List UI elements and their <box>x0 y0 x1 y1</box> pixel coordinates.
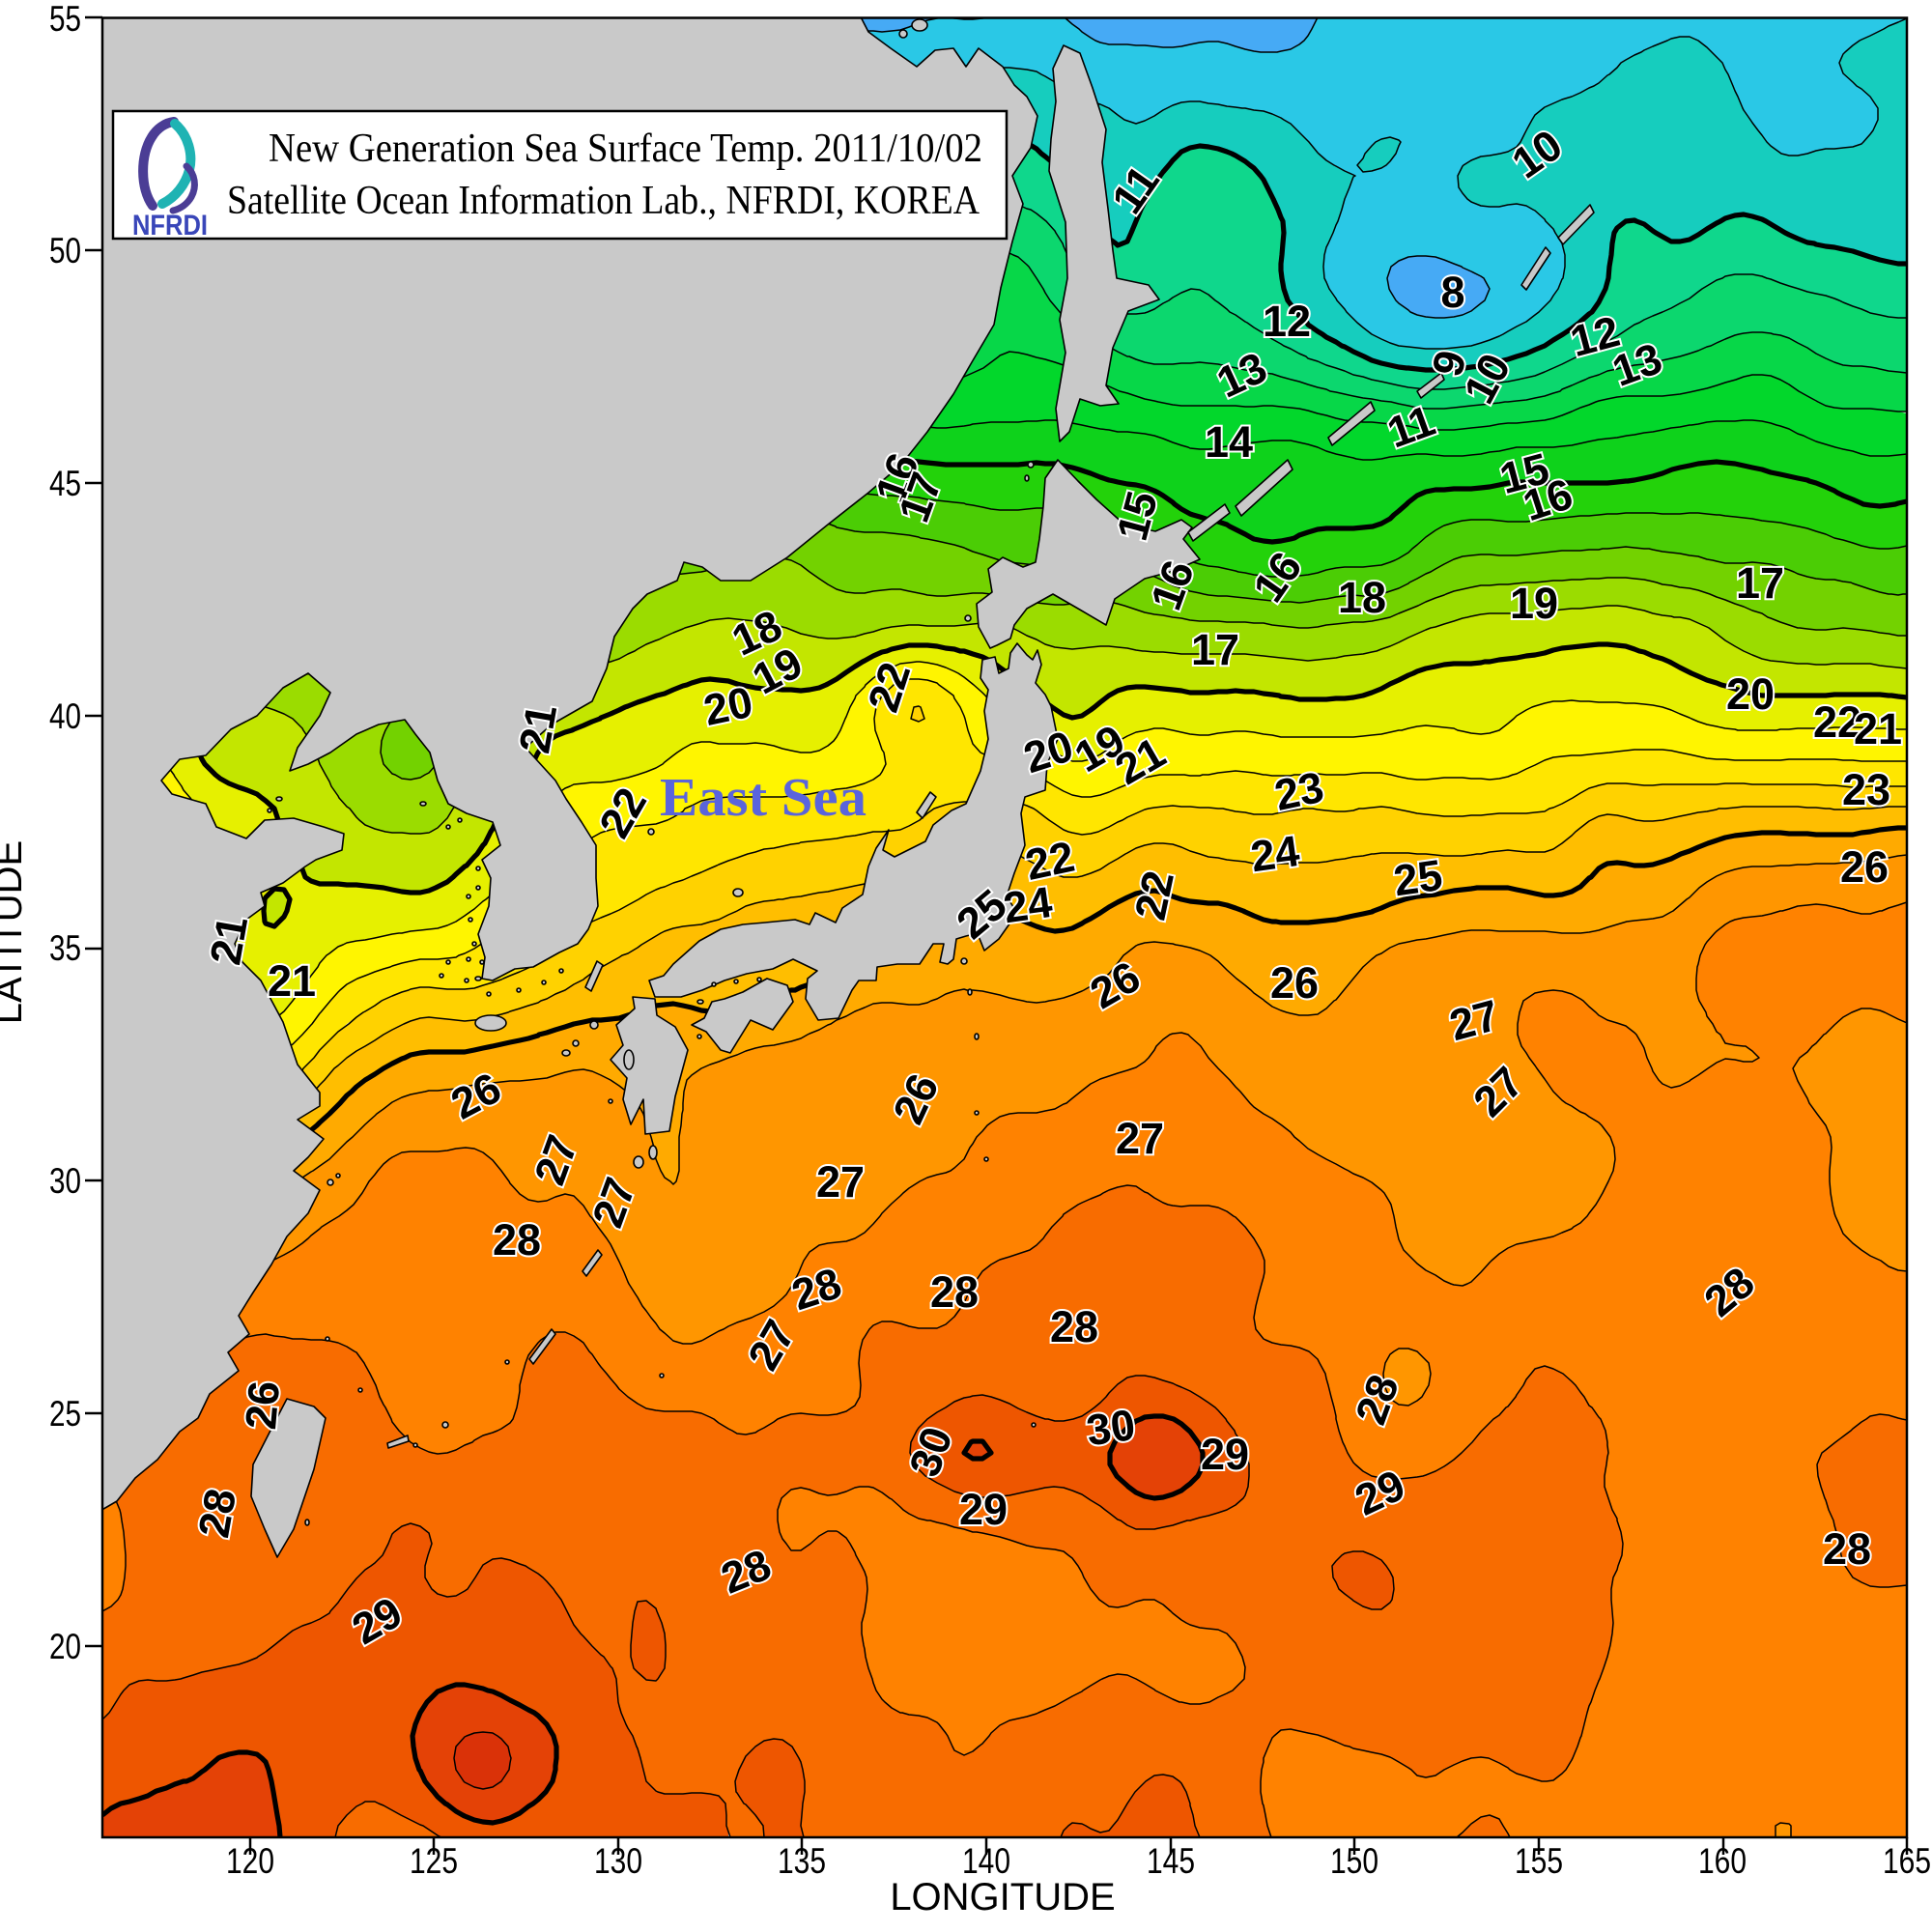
svg-text:28: 28 <box>930 1267 979 1317</box>
svg-text:120: 120 <box>226 1841 274 1881</box>
svg-text:55: 55 <box>49 0 81 39</box>
svg-text:28: 28 <box>1823 1524 1871 1574</box>
svg-text:NFRDI: NFRDI <box>132 210 208 242</box>
svg-text:21: 21 <box>200 912 257 968</box>
svg-text:14: 14 <box>1205 417 1253 467</box>
svg-text:125: 125 <box>410 1841 458 1881</box>
svg-text:24: 24 <box>1001 877 1056 932</box>
svg-text:23: 23 <box>1842 765 1890 814</box>
svg-text:20: 20 <box>49 1627 81 1666</box>
svg-text:12: 12 <box>1263 297 1311 346</box>
svg-text:26: 26 <box>1840 842 1889 892</box>
svg-text:17: 17 <box>1191 625 1239 674</box>
svg-text:130: 130 <box>594 1841 642 1881</box>
svg-text:35: 35 <box>49 928 81 968</box>
svg-text:45: 45 <box>49 464 81 503</box>
svg-text:50: 50 <box>49 231 81 270</box>
svg-text:26: 26 <box>1270 958 1319 1008</box>
svg-text:20: 20 <box>1726 669 1775 719</box>
svg-text:135: 135 <box>778 1841 826 1881</box>
svg-text:25: 25 <box>49 1394 81 1434</box>
svg-text:LATITUDE: LATITUDE <box>0 840 30 1024</box>
svg-text:East Sea: East Sea <box>660 768 867 828</box>
svg-text:24: 24 <box>1248 826 1303 881</box>
svg-text:20: 20 <box>699 677 757 735</box>
svg-text:27: 27 <box>1116 1114 1164 1163</box>
svg-text:28: 28 <box>188 1485 245 1541</box>
svg-text:145: 145 <box>1147 1841 1195 1881</box>
svg-text:150: 150 <box>1330 1841 1378 1881</box>
svg-text:28: 28 <box>493 1215 541 1264</box>
svg-text:8: 8 <box>1440 268 1464 317</box>
svg-text:155: 155 <box>1515 1841 1563 1881</box>
svg-text:30: 30 <box>1084 1400 1139 1455</box>
svg-text:22: 22 <box>1813 697 1861 747</box>
svg-text:28: 28 <box>1050 1302 1098 1351</box>
svg-text:25: 25 <box>1391 850 1446 905</box>
svg-text:165: 165 <box>1883 1841 1931 1881</box>
svg-text:29: 29 <box>1201 1430 1249 1479</box>
svg-text:27: 27 <box>816 1157 865 1207</box>
svg-text:17: 17 <box>1736 558 1784 608</box>
svg-text:23: 23 <box>1270 762 1328 820</box>
svg-text:160: 160 <box>1698 1841 1747 1881</box>
svg-text:40: 40 <box>49 696 81 736</box>
svg-text:Satellite Ocean Information La: Satellite Ocean Information Lab., NFRDI,… <box>227 179 980 223</box>
svg-text:21: 21 <box>509 700 566 756</box>
svg-text:30: 30 <box>49 1161 81 1201</box>
svg-text:21: 21 <box>268 956 316 1006</box>
svg-text:18: 18 <box>1338 573 1386 622</box>
svg-text:29: 29 <box>959 1485 1008 1534</box>
svg-text:140: 140 <box>962 1841 1010 1881</box>
svg-text:New Generation Sea Surface Tem: New Generation Sea Surface Temp. 2011/10… <box>269 127 982 171</box>
svg-text:26: 26 <box>236 1378 289 1431</box>
svg-text:22: 22 <box>1125 867 1183 924</box>
svg-text:19: 19 <box>1510 579 1558 628</box>
svg-text:LONGITUDE: LONGITUDE <box>890 1876 1115 1918</box>
svg-text:21: 21 <box>1854 704 1902 753</box>
